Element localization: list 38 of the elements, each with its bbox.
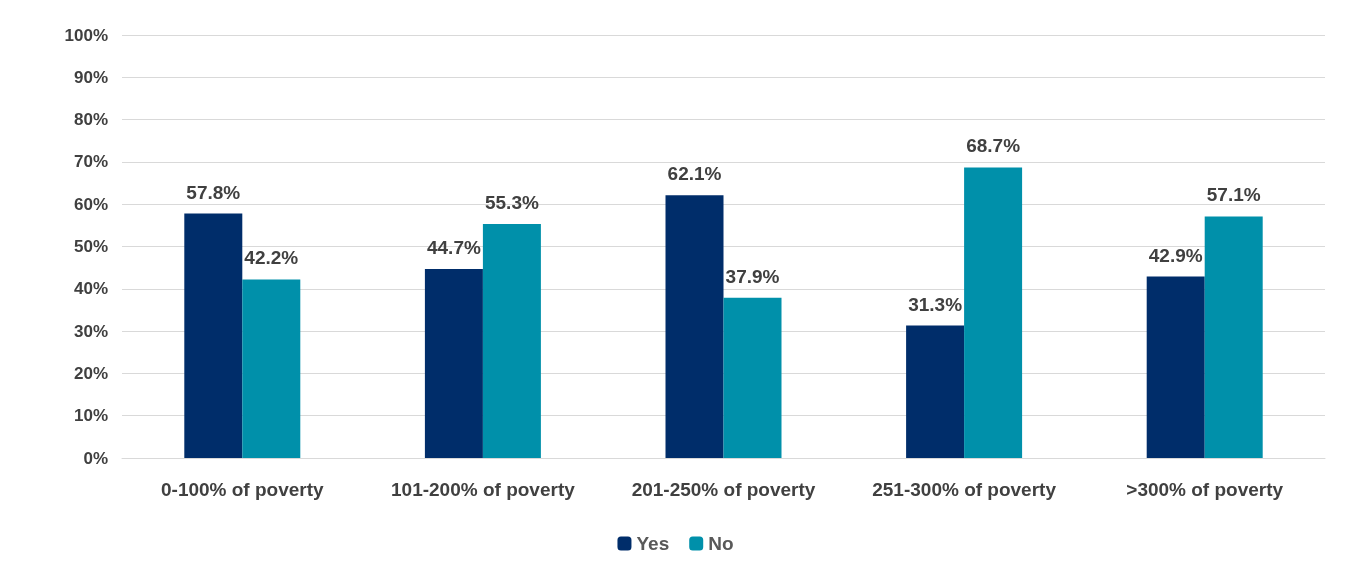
legend-label: Yes: [636, 533, 670, 554]
data-label: 62.1%: [667, 163, 722, 185]
data-label: 42.2%: [244, 247, 299, 269]
x-tick-label: 201-250% of poverty: [631, 479, 816, 500]
y-tick-label: 30%: [73, 321, 108, 341]
data-label: 37.9%: [725, 265, 780, 287]
data-label: 31.3%: [908, 293, 963, 315]
y-tick-label: 100%: [64, 25, 108, 45]
y-tick-label: 70%: [73, 152, 108, 172]
bar: [1146, 276, 1205, 458]
data-label: 57.1%: [1206, 184, 1261, 206]
data-label: 68.7%: [966, 135, 1021, 157]
bar: [723, 297, 782, 458]
y-tick-label: 60%: [73, 194, 108, 214]
y-tick-label: 90%: [73, 67, 108, 87]
data-label: 44.7%: [426, 236, 481, 258]
y-tick-label: 0%: [83, 448, 108, 468]
x-tick-label: 101-200% of poverty: [391, 479, 576, 500]
y-tick-label: 40%: [73, 279, 108, 299]
bar: [184, 213, 243, 458]
legend-label: No: [708, 533, 734, 554]
x-tick-label: 0-100% of poverty: [160, 479, 325, 500]
y-tick-label: 20%: [73, 363, 108, 383]
y-tick-label: 10%: [73, 406, 108, 426]
data-label: 57.8%: [186, 181, 241, 203]
bar: [964, 167, 1023, 458]
y-tick-label: 50%: [73, 237, 108, 256]
data-label: 55.3%: [484, 192, 539, 214]
bar: [906, 325, 965, 458]
bar: [665, 195, 724, 458]
y-tick-label: 80%: [73, 110, 108, 130]
bar: [482, 224, 541, 458]
x-tick-label: >300% of poverty: [1126, 479, 1284, 500]
bar: [424, 268, 483, 458]
x-tick-label: 251-300% of poverty: [872, 479, 1057, 500]
bar: [242, 279, 301, 458]
bar: [1204, 216, 1263, 458]
data-label: 42.9%: [1148, 244, 1203, 266]
